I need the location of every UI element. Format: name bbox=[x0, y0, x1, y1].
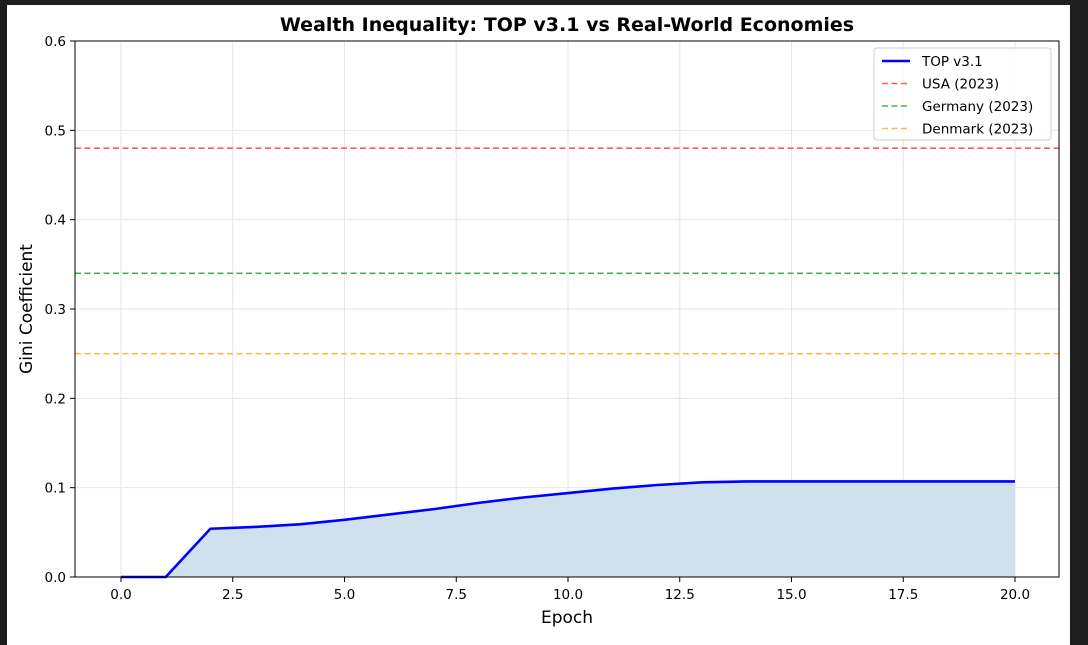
legend-label: USA (2023) bbox=[922, 77, 999, 93]
x-tick-label: 15.0 bbox=[776, 587, 806, 603]
plot-area-border bbox=[74, 40, 1060, 578]
y-tick-label: 0.1 bbox=[45, 481, 66, 497]
series-line-top-v3-1 bbox=[121, 480, 1015, 579]
y-tick-label: 0.4 bbox=[45, 213, 66, 229]
chart-title: Wealth Inequality: TOP v3.1 vs Real-Worl… bbox=[280, 14, 854, 36]
series-area-fill bbox=[121, 481, 1015, 577]
x-tick-label: 5.0 bbox=[334, 587, 355, 603]
x-tick-label: 2.5 bbox=[222, 587, 243, 603]
legend-label: Denmark (2023) bbox=[922, 122, 1033, 138]
legend-box bbox=[873, 47, 1052, 141]
x-tick-label: 20.0 bbox=[1000, 587, 1030, 603]
y-tick-label: 0.5 bbox=[45, 123, 66, 139]
x-tick-label: 10.0 bbox=[553, 587, 583, 603]
y-tick-label: 0.2 bbox=[45, 391, 66, 407]
legend: TOP v3.1 USA (2023) Germany (2023) Denmark … bbox=[873, 47, 1052, 141]
y-tick-label: 0.3 bbox=[45, 302, 66, 318]
x-tick-label: 17.5 bbox=[888, 587, 918, 603]
y-axis-label: Gini Coefficient bbox=[17, 244, 37, 374]
y-tick-label: 0.0 bbox=[45, 570, 66, 586]
y-tick-label: 0.6 bbox=[45, 34, 66, 50]
x-tick-label: 0.0 bbox=[110, 587, 131, 603]
x-tick-label: 12.5 bbox=[665, 587, 695, 603]
x-tick-label: 7.5 bbox=[446, 587, 467, 603]
legend-label: TOP v3.1 bbox=[921, 54, 983, 70]
x-axis-label: Epoch bbox=[541, 608, 593, 628]
legend-label: Germany (2023) bbox=[922, 99, 1033, 115]
